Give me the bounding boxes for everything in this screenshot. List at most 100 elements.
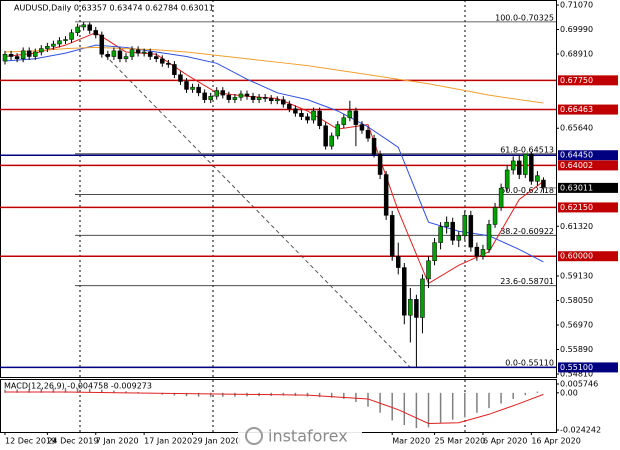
macd-y-tick-label: 0.00 bbox=[560, 388, 578, 397]
candle-body bbox=[468, 215, 474, 248]
candle-body bbox=[510, 160, 516, 171]
current-price-label: 0.63011 bbox=[560, 183, 593, 192]
candle-body bbox=[147, 51, 153, 57]
candle-body bbox=[414, 299, 419, 318]
candle-body bbox=[250, 95, 256, 100]
candle-body bbox=[93, 30, 98, 36]
candle-body bbox=[317, 110, 322, 126]
fibo-label: 100.0-0.70325 bbox=[495, 13, 554, 22]
candle-body bbox=[432, 242, 437, 262]
candle-body bbox=[232, 97, 238, 100]
candle-body bbox=[202, 92, 207, 100]
fibo-label: 23.6-0.58701 bbox=[500, 277, 554, 286]
candle-body bbox=[238, 93, 244, 98]
candle-body bbox=[99, 34, 105, 55]
level-label: 0.64450 bbox=[560, 151, 593, 160]
x-tick-label: 25 Mar 2020 bbox=[435, 437, 486, 446]
candle-body bbox=[75, 26, 80, 33]
moving-average bbox=[4, 44, 544, 263]
fibo-label: 61.8-0.64513 bbox=[500, 145, 554, 154]
candle-body bbox=[262, 97, 268, 99]
chart-title: AUDUSD,Daily 0.63357 0.63474 0.62784 0.6… bbox=[14, 4, 214, 13]
candle-body bbox=[299, 112, 304, 117]
current-price-box bbox=[558, 182, 618, 193]
watermark-box: instaforex bbox=[238, 424, 362, 448]
candle-body bbox=[166, 63, 171, 65]
candle-body bbox=[311, 110, 316, 121]
level-box bbox=[558, 75, 618, 86]
candle-body bbox=[281, 99, 286, 105]
candle-body bbox=[305, 116, 310, 121]
y-tick-label: 0.65640 bbox=[560, 124, 593, 133]
candle-body bbox=[57, 40, 62, 45]
level-box bbox=[558, 160, 618, 171]
watermark-bg bbox=[238, 424, 362, 448]
candle-body bbox=[420, 278, 425, 318]
candle-body bbox=[63, 39, 68, 41]
candle-body bbox=[172, 64, 177, 75]
candle-body bbox=[456, 235, 461, 241]
candle-body bbox=[541, 179, 546, 189]
candle-body bbox=[504, 169, 510, 189]
macd-y-tick-label: -0.024242 bbox=[560, 426, 601, 435]
candle-body bbox=[111, 50, 117, 57]
candle-body bbox=[377, 153, 383, 175]
candle-body bbox=[371, 137, 377, 155]
y-tick-label: 0.56970 bbox=[560, 320, 593, 329]
candle-body bbox=[402, 267, 407, 316]
y-tick-label: 0.55890 bbox=[560, 345, 593, 354]
candle-body bbox=[45, 46, 50, 49]
level-box bbox=[558, 150, 618, 161]
candle-body bbox=[135, 49, 141, 54]
candle-body bbox=[20, 50, 26, 60]
level-label: 0.60000 bbox=[560, 252, 593, 261]
candle-body bbox=[492, 207, 498, 225]
candle-body bbox=[226, 94, 232, 100]
candle-body bbox=[523, 153, 528, 175]
candle-body bbox=[2, 53, 8, 62]
watermark-logo bbox=[245, 427, 263, 445]
candle-body bbox=[81, 24, 86, 28]
candle-body bbox=[341, 117, 347, 125]
candle-body bbox=[51, 43, 56, 47]
price-panel bbox=[0, 0, 557, 378]
candle-body bbox=[365, 130, 371, 139]
macd-y-tick-label: 0.005746 bbox=[560, 380, 598, 389]
candle-body bbox=[474, 246, 480, 257]
candle-body bbox=[347, 110, 353, 119]
y-tick-label: 0.58050 bbox=[560, 296, 593, 305]
x-tick-label: 29 Jan 2020 bbox=[193, 437, 241, 446]
candle-body bbox=[529, 153, 534, 182]
candle-body bbox=[450, 221, 455, 241]
candle-body bbox=[190, 86, 195, 90]
candle-body bbox=[26, 50, 32, 57]
x-tick-label: 24 Dec 2019 bbox=[47, 437, 98, 446]
y-tick-label: 0.68910 bbox=[560, 50, 593, 59]
y-tick-label: 0.69990 bbox=[560, 25, 593, 34]
candle-body bbox=[353, 110, 359, 125]
level-box bbox=[558, 104, 618, 115]
y-tick-label: 0.54810 bbox=[560, 370, 593, 379]
candle-body bbox=[214, 90, 219, 97]
candle-body bbox=[220, 90, 226, 96]
candle-body bbox=[141, 51, 147, 54]
x-tick-label: 6 Apr 2020 bbox=[483, 437, 527, 446]
candle-body bbox=[335, 124, 340, 137]
candle-body bbox=[129, 49, 135, 57]
macd-label: MACD(12,26,9) -0.004758 -0.009273 bbox=[4, 382, 152, 391]
candle-body bbox=[486, 224, 492, 250]
candle-body bbox=[480, 249, 486, 257]
x-tick-label: 17 Jan 2020 bbox=[144, 437, 192, 446]
level-label: 0.62150 bbox=[560, 203, 593, 212]
candle-body bbox=[160, 58, 165, 64]
x-tick-label: 12 Dec 2019 bbox=[5, 437, 56, 446]
candle-body bbox=[396, 255, 401, 268]
fibo-label: 50.0-0.62718 bbox=[500, 186, 554, 195]
candle-body bbox=[323, 125, 328, 147]
y-tick-label: 0.61320 bbox=[560, 222, 593, 231]
candle-body bbox=[256, 97, 262, 100]
y-tick-label: 0.59130 bbox=[560, 271, 593, 280]
candle-body bbox=[244, 93, 250, 97]
